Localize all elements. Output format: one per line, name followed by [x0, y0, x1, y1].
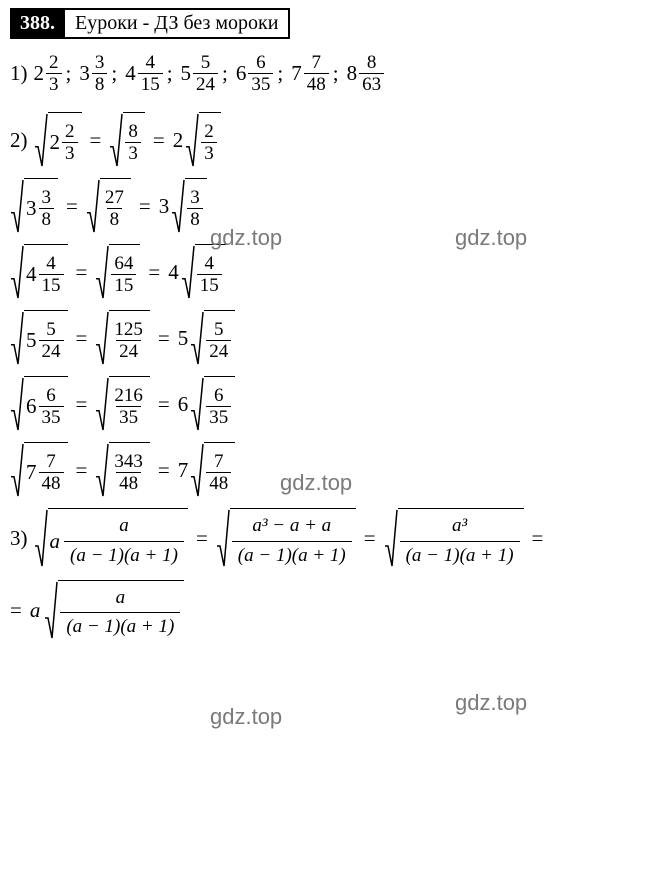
coef: 6	[178, 392, 189, 417]
coef: 2	[173, 128, 184, 153]
sqrt-c: 38	[171, 178, 207, 234]
sqrt-b: 34348	[95, 442, 150, 498]
item-1: 1) 223;338;4415;5524;6635;7748;8863	[10, 53, 639, 94]
separator: ;	[277, 61, 283, 86]
mixed-fraction: 223	[34, 53, 62, 94]
s1-den: (a − 1)(a + 1)	[64, 541, 184, 568]
s2-den: (a − 1)(a + 1)	[232, 541, 352, 568]
eq: =	[153, 128, 165, 153]
sqrt-b: 278	[86, 178, 131, 234]
eq: =	[139, 194, 151, 219]
sqrt-a: 223	[34, 112, 82, 168]
eq: =	[10, 598, 22, 623]
sqrt-c: 748	[190, 442, 235, 498]
mixed-fraction: 338	[79, 53, 107, 94]
sqrt-c: 635	[190, 376, 235, 432]
separator: ;	[167, 61, 173, 86]
sqrt-3-2: a³ − a + a (a − 1)(a + 1)	[216, 508, 356, 570]
item2-row: 5524 = 12524 = 5524	[10, 310, 639, 366]
mixed-fraction: 8863	[347, 53, 385, 94]
mixed-fraction: 4415	[125, 53, 163, 94]
separator: ;	[66, 61, 72, 86]
s1-num: a	[113, 515, 135, 541]
sqrt-b: 12524	[95, 310, 150, 366]
coef: 4	[168, 260, 179, 285]
sqrt-c: 415	[181, 244, 226, 300]
coef: 7	[178, 458, 189, 483]
eq: =	[148, 260, 160, 285]
sqrt-a: 7748	[10, 442, 68, 498]
problem-header: 388. Еуроки - ДЗ без мороки	[10, 8, 290, 39]
sqrt-b: 21635	[95, 376, 150, 432]
eq: =	[76, 392, 88, 417]
eq: =	[90, 128, 102, 153]
sqrt-a: 338	[10, 178, 58, 234]
sqrt-a: 5524	[10, 310, 68, 366]
coef: 5	[178, 326, 189, 351]
item1-label: 1)	[10, 61, 28, 86]
mixed-fraction: 7748	[291, 53, 329, 94]
item-2: 2)223=83=223338=278=3384415=6415=4415552…	[10, 112, 639, 498]
sqrt-3-1: a a (a − 1)(a + 1)	[34, 508, 188, 570]
problem-number: 388.	[12, 10, 65, 37]
item-3-row1: 3) a a (a − 1)(a + 1) = a³ − a + a (a − …	[10, 508, 639, 570]
s3-num: a³	[446, 515, 473, 541]
item3-label: 3)	[10, 526, 28, 551]
separator: ;	[333, 61, 339, 86]
item2-row: 7748 = 34348 = 7748	[10, 442, 639, 498]
sqrt-c: 524	[190, 310, 235, 366]
sqrt-3-3: a³ (a − 1)(a + 1)	[384, 508, 524, 570]
eq: =	[76, 260, 88, 285]
separator: ;	[111, 61, 117, 86]
coef: 3	[159, 194, 170, 219]
s4-den: (a − 1)(a + 1)	[60, 612, 180, 639]
problem-title: Еуроки - ДЗ без мороки	[65, 10, 288, 37]
mixed-fraction: 6635	[236, 53, 274, 94]
watermark: gdz.top	[455, 690, 527, 716]
sqrt-b: 6415	[95, 244, 140, 300]
s4-num: a	[110, 587, 132, 613]
watermark: gdz.top	[210, 704, 282, 730]
outer-a: a	[50, 529, 61, 554]
s3-den: (a − 1)(a + 1)	[400, 541, 520, 568]
eq: =	[76, 458, 88, 483]
item2-row: 4415 = 6415 = 4415	[10, 244, 639, 300]
mixed-fraction: 5524	[181, 53, 219, 94]
item2-label: 2)	[10, 128, 28, 153]
eq: =	[532, 526, 544, 551]
eq: =	[66, 194, 78, 219]
eq: =	[364, 526, 376, 551]
separator: ;	[222, 61, 228, 86]
sqrt-b: 83	[109, 112, 145, 168]
sqrt-3-4: a (a − 1)(a + 1)	[44, 580, 184, 642]
item2-row: 2)223=83=223	[10, 112, 639, 168]
sqrt-c: 23	[185, 112, 221, 168]
item2-row: 6635 = 21635 = 6635	[10, 376, 639, 432]
eq: =	[76, 326, 88, 351]
s2-num: a³ − a + a	[246, 515, 337, 541]
coef-a: a	[30, 598, 41, 623]
sqrt-a: 4415	[10, 244, 68, 300]
eq: =	[196, 526, 208, 551]
eq: =	[158, 326, 170, 351]
eq: =	[158, 458, 170, 483]
item-3-row2: = a a (a − 1)(a + 1)	[10, 580, 639, 642]
item2-row: 338 = 278 = 338	[10, 178, 639, 234]
sqrt-a: 6635	[10, 376, 68, 432]
eq: =	[158, 392, 170, 417]
